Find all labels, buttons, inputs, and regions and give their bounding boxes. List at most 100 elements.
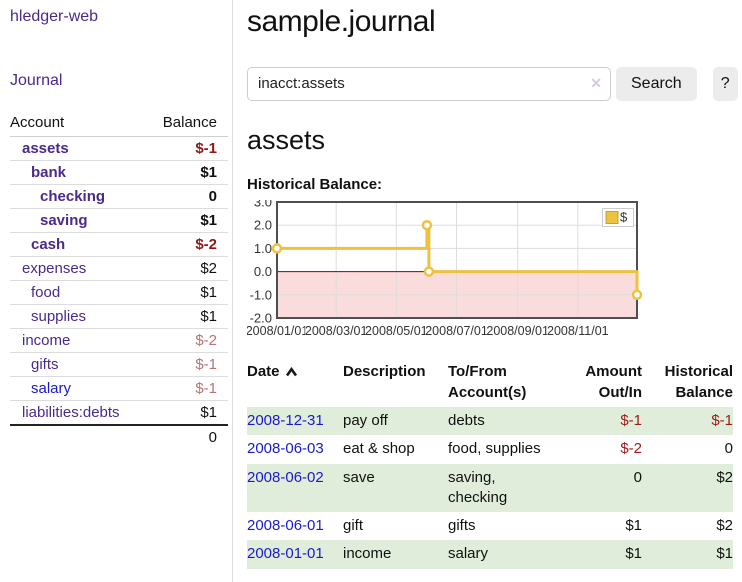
transaction-accounts: salary <box>448 545 489 563</box>
y-axis-tick-label: -2.0 <box>250 311 272 326</box>
sort-ascending-icon <box>285 362 298 383</box>
account-row: gifts $-1 <box>10 352 228 377</box>
plot-border <box>276 201 638 320</box>
sidebar-account-link[interactable]: checking <box>40 188 106 205</box>
y-axis-tick-label: -1.0 <box>250 287 272 302</box>
sidebar-account-link[interactable]: bank <box>31 164 67 181</box>
search-input[interactable] <box>247 66 611 101</box>
account-balance: $1 <box>146 400 228 425</box>
sidebar-account-link[interactable]: gifts <box>31 356 59 373</box>
sidebar-account-link[interactable]: cash <box>31 236 66 253</box>
transaction-description: gift <box>343 517 364 535</box>
search-button[interactable]: Search <box>616 66 697 101</box>
sidebar-account-link[interactable]: expenses <box>22 260 87 277</box>
chart-canvas: $3.0 2.0 1.0 0.0 -1.0 -2.02008/01/012008/03/0… <box>247 200 643 340</box>
x-label-backing <box>425 324 488 340</box>
transaction-description: pay off <box>343 412 388 430</box>
amount-column-header: Amount Out/In <box>585 363 642 402</box>
transaction-description: save <box>343 468 375 486</box>
x-label-backing <box>247 324 308 340</box>
transaction-date-link[interactable]: 2008-01-01 <box>247 545 324 563</box>
transaction-accounts: saving, checking <box>448 468 508 506</box>
sidebar-item-journal[interactable]: Journal <box>10 72 63 89</box>
transaction-amount: $1 <box>625 545 642 563</box>
x-axis-tick-label: 2008/09/01 <box>486 324 549 338</box>
app-brand-link[interactable]: hledger-web <box>10 8 99 25</box>
data-point-marker[interactable] <box>423 266 435 278</box>
account-row: food $1 <box>10 280 228 305</box>
transaction-amount: $1 <box>625 517 642 535</box>
x-axis-tick-label: 2008/05/01 <box>365 324 428 338</box>
sidebar-account-link[interactable]: assets <box>22 140 69 157</box>
y-axis-tick-label: 2.0 <box>254 218 272 233</box>
balance-column-header: Historical Balance <box>664 363 733 402</box>
transaction-description: income <box>343 545 392 563</box>
transaction-balance: $2 <box>716 468 733 486</box>
transaction-balance: $2 <box>716 517 733 535</box>
data-point-marker[interactable] <box>421 220 433 231</box>
sidebar-account-link[interactable]: supplies <box>31 308 87 325</box>
account-row: income $-2 <box>10 328 228 353</box>
legend-label: $ <box>620 210 628 225</box>
transaction-row[interactable]: 2008-06-02 save saving, checking 0 $2 <box>247 463 733 513</box>
account-row: expenses $2 <box>10 256 228 281</box>
data-point-marker[interactable] <box>271 243 283 254</box>
description-column-header: Description <box>343 363 426 381</box>
account-balance: 0 <box>146 184 228 209</box>
sidebar-account-link[interactable]: salary <box>31 380 72 397</box>
clear-search-icon[interactable]: ✕ <box>590 74 602 91</box>
account-row: saving $1 <box>10 208 228 233</box>
transaction-amount: 0 <box>633 468 642 486</box>
y-axis-tick-label: 3.0 <box>254 200 272 210</box>
transaction-row[interactable]: 2008-06-01 gift gifts $1 $2 <box>247 512 733 540</box>
transaction-date-link[interactable]: 2008-06-02 <box>247 468 324 486</box>
transaction-balance: $1 <box>716 545 733 563</box>
accounts-column-header: To/From Account(s) <box>448 363 527 402</box>
account-balance: $-1 <box>146 376 228 401</box>
y-axis-tick-label: 1.0 <box>254 241 272 256</box>
account-row: liabilities:debts $1 <box>10 400 228 425</box>
transaction-balance: 0 <box>724 440 733 458</box>
transaction-amount: $-1 <box>620 412 642 430</box>
account-row: bank $1 <box>10 160 228 185</box>
x-axis-tick-label: 2008/03/01 <box>305 324 368 338</box>
transaction-row[interactable]: 2008-06-03 eat & shop food, supplies $-2 0 <box>247 435 733 463</box>
help-button[interactable]: ? <box>712 66 738 101</box>
account-balance: $1 <box>146 304 228 329</box>
sidebar-account-link[interactable]: income <box>22 332 71 349</box>
sidebar-account-link[interactable]: liabilities:debts <box>22 404 120 421</box>
account-row: supplies $1 <box>10 304 228 329</box>
transaction-row[interactable]: 2008-01-01 income salary $1 $1 <box>247 540 733 569</box>
account-row: checking 0 <box>10 184 228 209</box>
accounts-column-header: Account <box>10 111 147 137</box>
transaction-balance: $-1 <box>711 412 733 430</box>
transaction-date-link[interactable]: 2008-06-01 <box>247 517 324 535</box>
transaction-amount: $-2 <box>620 440 642 458</box>
accounts-total-row: 0 <box>10 424 228 449</box>
x-label-backing <box>486 324 549 340</box>
x-axis-tick-label: 2008/07/01 <box>425 324 488 338</box>
account-balance: $-2 <box>146 232 228 257</box>
date-column-header[interactable]: Date <box>247 359 343 407</box>
accounts-balance-table: Account Balance assets $-1 bank $1 checking 0… <box>10 111 228 449</box>
x-axis-tick-label: 2008/11/01 <box>547 324 609 338</box>
account-balance: $-1 <box>146 352 228 377</box>
account-balance: $1 <box>146 160 228 185</box>
accounts-total-value: 0 <box>146 424 228 449</box>
sidebar: hledger-web Journal Account Balance asse… <box>0 0 233 582</box>
x-label-backing <box>305 324 368 340</box>
account-balance: $1 <box>146 280 228 305</box>
transaction-row[interactable]: 2008-12-31 pay off debts $-1 $-1 <box>247 407 733 436</box>
transaction-date-link[interactable]: 2008-12-31 <box>247 412 324 430</box>
search-form: ✕ Search ? <box>247 66 738 101</box>
account-heading: assets <box>247 124 326 155</box>
balance-column-header: Balance <box>146 111 228 137</box>
data-point-marker[interactable] <box>631 289 643 301</box>
main-content: sample.journal ✕ Search ? assets Histori… <box>233 0 742 582</box>
sidebar-account-link[interactable]: food <box>31 284 61 301</box>
transaction-date-link[interactable]: 2008-06-03 <box>247 440 324 458</box>
account-balance: $-1 <box>195 140 217 157</box>
chart-title: Historical Balance: <box>247 176 383 194</box>
sidebar-account-link[interactable]: saving <box>40 212 88 229</box>
x-axis-tick-label: 2008/01/01 <box>247 324 308 338</box>
